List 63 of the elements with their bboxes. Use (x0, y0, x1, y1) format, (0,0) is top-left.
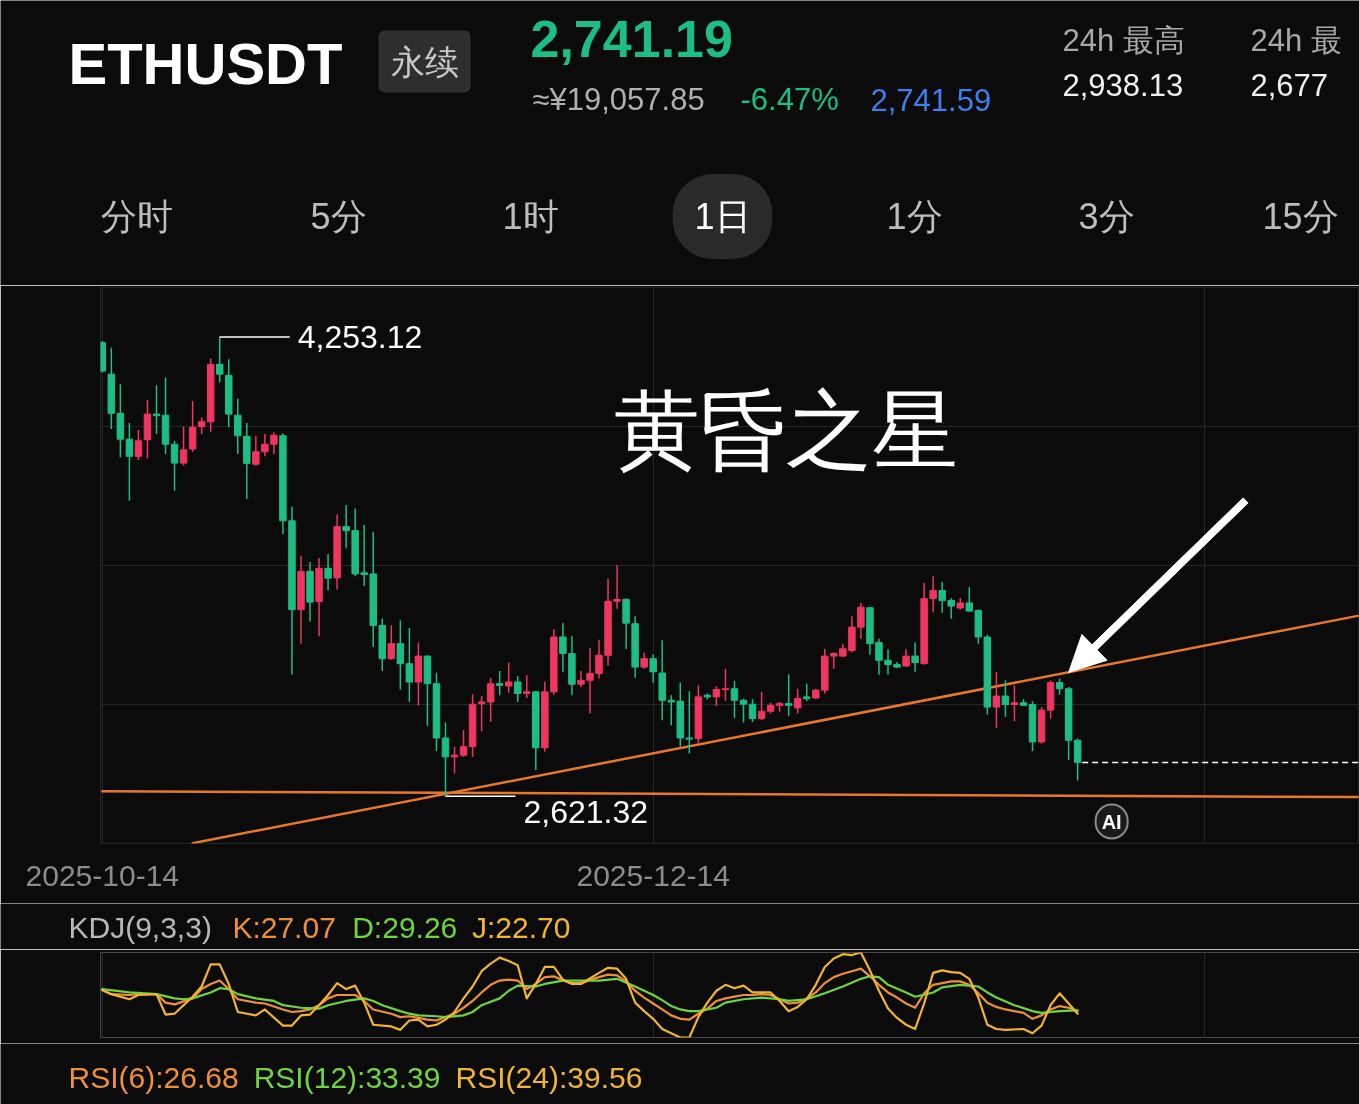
text: 永续 (390, 42, 459, 81)
candlestick (170, 440, 179, 492)
text: 5分 (310, 196, 367, 237)
text: 2,677 (1250, 67, 1329, 103)
text: 2,741.19 (530, 9, 733, 68)
candlestick (712, 685, 721, 707)
text: ≈¥19,057.85 (532, 82, 705, 117)
candlestick (504, 661, 513, 694)
candlestick (1001, 679, 1010, 718)
candlestick (252, 435, 260, 467)
candlestick (441, 721, 450, 797)
candlestick (152, 384, 161, 435)
text: 2,741.59 (870, 82, 992, 118)
candlestick (234, 397, 242, 455)
text: 24h 最 (1250, 23, 1342, 58)
chart-title: KDJ(9,3,3) (68, 911, 212, 944)
candlestick (757, 691, 766, 722)
text: 24h 最高 (1062, 23, 1185, 58)
x-tick-label: 2025-12-14 (576, 858, 730, 892)
text: 1时 (502, 196, 559, 237)
text: K:27.07 (232, 911, 336, 944)
candlestick (721, 668, 730, 702)
candlestick (748, 698, 757, 723)
candlestick (134, 429, 143, 461)
candlestick (730, 680, 739, 719)
text: ETHUSDT (68, 31, 343, 96)
legend-label: RSI(24):39.56 (455, 1061, 643, 1094)
candlestick (1073, 737, 1082, 782)
candlestick (784, 673, 793, 717)
text: -6.47% (740, 82, 839, 117)
candlestick (1010, 684, 1019, 722)
candlestick (739, 697, 748, 724)
text: 1分 (886, 196, 943, 237)
candlestick (495, 670, 504, 696)
candlestick (793, 687, 802, 715)
annotation: 黄昏之星 (613, 382, 958, 479)
annotation: 2,621.32 (523, 794, 649, 831)
candlestick (459, 729, 468, 758)
candlestick (387, 624, 396, 661)
x-tick-label: 2025-10-14 (25, 858, 180, 892)
annotation: 4,253.12 (297, 318, 423, 355)
annotation: AI (1101, 810, 1122, 833)
candlestick (450, 745, 459, 775)
candlestick (396, 619, 405, 691)
legend-label: RSI(12):33.39 (253, 1061, 441, 1094)
text: 15分 (1262, 196, 1339, 237)
candlestick (513, 675, 522, 703)
text: 1日 (694, 196, 751, 237)
text: 分时 (100, 196, 173, 237)
candlestick (324, 553, 332, 592)
candlestick (911, 641, 919, 673)
candlestick (523, 674, 531, 699)
text: J:22.70 (472, 911, 571, 944)
text: D:29.26 (352, 911, 458, 944)
candlestick (649, 653, 657, 684)
candlestick (405, 627, 414, 703)
candlestick (992, 671, 1001, 729)
text: 3分 (1078, 196, 1135, 237)
candlestick (179, 426, 188, 467)
candlestick (188, 400, 197, 453)
candlestick (215, 336, 224, 384)
legend-label: RSI(6):26.68 (68, 1061, 239, 1094)
text: 2,938.13 (1062, 67, 1184, 103)
